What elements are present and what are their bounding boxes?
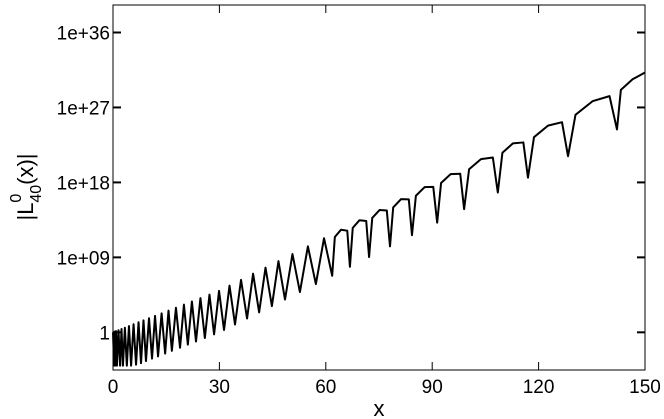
y-tick-label: 1 bbox=[99, 323, 110, 344]
x-tick-label: 0 bbox=[108, 377, 119, 398]
x-tick-label: 150 bbox=[629, 377, 661, 398]
data-line bbox=[112, 71, 646, 367]
y-label-sup: 0 bbox=[8, 194, 25, 203]
x-tick-label: 90 bbox=[422, 377, 443, 398]
y-tick-label: 1e+18 bbox=[57, 173, 110, 194]
y-tick-label: 1e+27 bbox=[57, 98, 110, 119]
y-axis-label: |L0 40(x)| bbox=[8, 153, 45, 220]
x-tick-label: 60 bbox=[315, 377, 336, 398]
plot-frame bbox=[112, 4, 646, 371]
x-tick-label: 30 bbox=[209, 377, 230, 398]
y-label-sub: 40 bbox=[28, 185, 45, 203]
y-tick-label: 1e+09 bbox=[57, 248, 110, 269]
x-tick-label: 120 bbox=[523, 377, 555, 398]
x-axis-label: x bbox=[374, 396, 385, 419]
y-label-base: |L bbox=[13, 203, 38, 221]
y-tick-label: 1e+36 bbox=[57, 23, 110, 44]
y-label-tail: (x)| bbox=[13, 153, 38, 184]
